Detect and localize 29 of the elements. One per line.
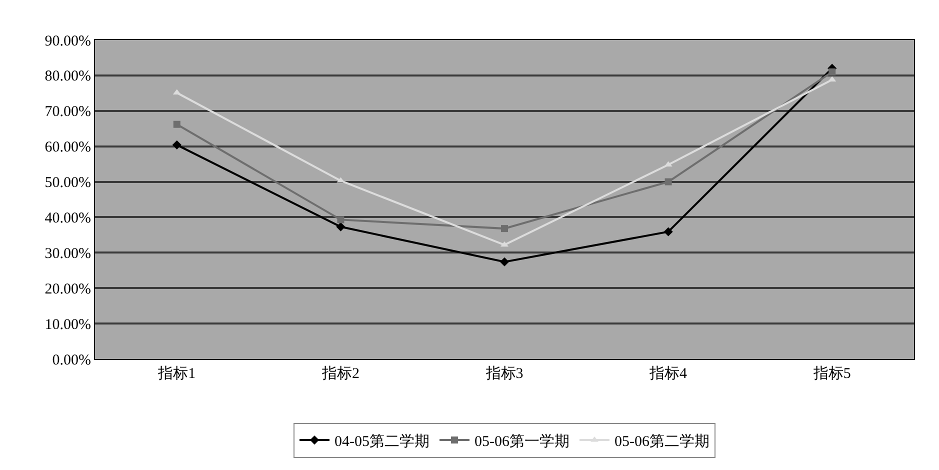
point [664,227,673,236]
y-tick-label: 10.00% [44,316,91,333]
y-tick-label: 70.00% [44,104,91,120]
legend-label: 04-05第二学期 [334,432,430,450]
x-tick-label: 指标4 [648,365,688,382]
point [336,222,346,232]
point [172,89,181,95]
x-tick-label: 指标2 [320,365,360,382]
point [828,68,836,76]
y-tick-label: 40.00% [44,210,91,226]
point [337,216,344,224]
point [173,120,180,128]
point [500,257,510,266]
x-tick-label: 指标3 [484,365,524,382]
legend-label: 05-06第一学期 [474,432,570,450]
y-tick-label: 50.00% [44,175,91,192]
x-tick-label: 指标5 [812,365,851,382]
y-tick-label: 0.00% [52,352,91,368]
y-tick-label: 30.00% [44,246,91,262]
point [664,178,672,186]
point [664,161,672,167]
y-tick-label: 90.00% [44,33,91,50]
legend-label: 05-06第二学期 [614,432,710,450]
y-tick-label: 60.00% [44,140,91,156]
point [172,140,182,150]
point [501,225,508,232]
y-tick-label: 80.00% [44,68,91,85]
x-tick-label: 指标1 [157,365,196,382]
y-tick-label: 20.00% [44,281,91,298]
